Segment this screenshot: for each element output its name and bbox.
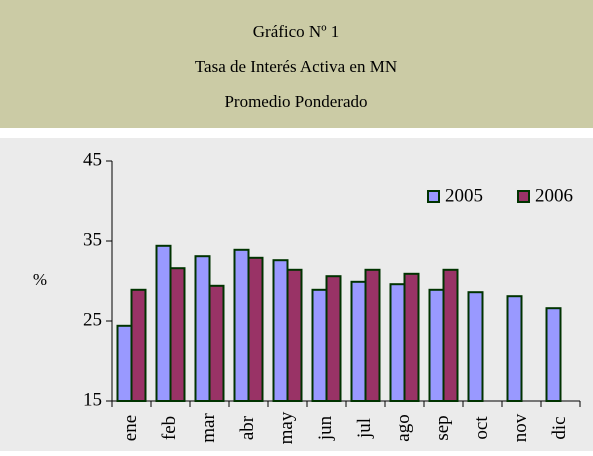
bar <box>364 268 381 402</box>
bar <box>286 268 303 402</box>
bar <box>311 288 328 402</box>
bar <box>247 256 264 402</box>
y-tick-label: 35 <box>83 229 102 250</box>
x-tick-label: abr <box>237 415 258 440</box>
x-tick-label: jul <box>354 418 375 439</box>
x-tick-label: ago <box>393 414 414 441</box>
bar <box>325 275 342 403</box>
bar <box>403 272 420 402</box>
y-axis-label: % <box>33 270 47 289</box>
legend-label: 2006 <box>535 185 573 206</box>
chart-subtitle: Tasa de Interés Activa en MN <box>195 57 397 76</box>
chart-title: Gráfico Nº 1 <box>253 22 339 41</box>
bar <box>506 295 523 403</box>
bar <box>272 259 289 403</box>
x-tick-label: mar <box>198 413 219 443</box>
bar <box>350 280 367 402</box>
bar <box>208 284 225 402</box>
bar <box>428 288 445 402</box>
x-tick-label: oct <box>471 416 492 440</box>
header-bg <box>0 0 593 128</box>
bar <box>442 268 459 402</box>
x-tick-label: jun <box>315 415 336 441</box>
x-tick-label: dic <box>549 416 570 439</box>
legend-swatch <box>517 190 530 203</box>
bar <box>155 244 172 402</box>
y-tick-label: 45 <box>83 149 102 170</box>
bar <box>545 307 562 403</box>
x-tick-label: ene <box>120 415 141 441</box>
bar <box>389 283 406 403</box>
bar <box>116 324 133 402</box>
bar <box>169 267 186 403</box>
x-tick-label: may <box>276 411 297 444</box>
y-tick-label: 15 <box>83 389 102 410</box>
x-tick-label: nov <box>510 413 531 442</box>
legend-swatch <box>427 190 440 203</box>
y-tick-label: 25 <box>83 309 102 330</box>
chart-subtitle: Promedio Ponderado <box>224 92 367 111</box>
bar <box>467 291 484 403</box>
x-tick-label: feb <box>159 416 180 440</box>
x-tick-label: sep <box>432 415 453 440</box>
bar <box>130 288 147 402</box>
bar <box>233 248 250 402</box>
bar <box>194 255 211 403</box>
legend-label: 2005 <box>445 185 483 206</box>
